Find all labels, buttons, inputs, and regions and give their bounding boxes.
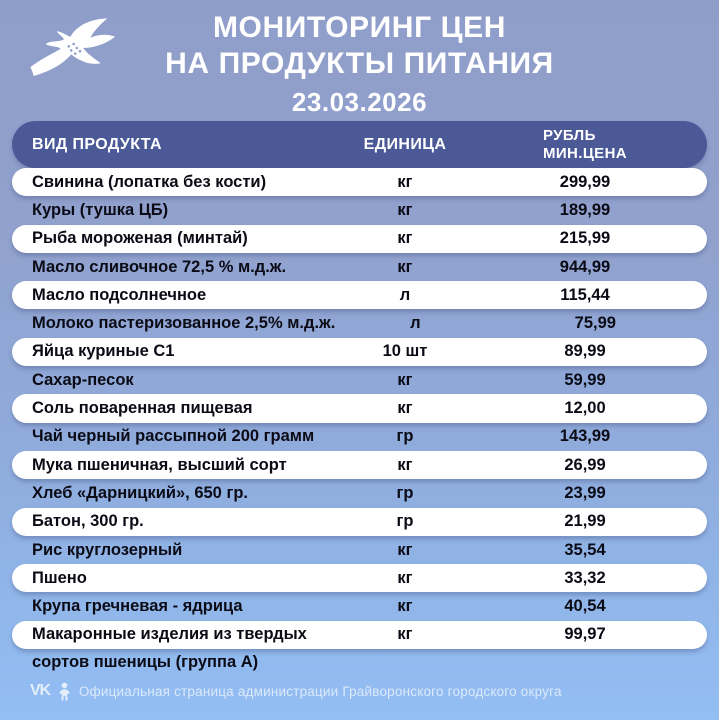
price-value: 89,99 bbox=[564, 342, 606, 361]
price-value: 299,99 bbox=[559, 172, 611, 191]
product-name: Масло сливочное 72,5 % м.д.ж. bbox=[32, 257, 287, 276]
unit-value: гр bbox=[396, 512, 414, 531]
price-value: 189,99 bbox=[559, 200, 611, 219]
price-table: ВИД ПРОДУКТА ЕДИНИЦА РУБЛЬ МИН.ЦЕНА Свин… bbox=[12, 121, 707, 676]
price-value: 35,54 bbox=[564, 540, 606, 559]
unit-value: л bbox=[410, 314, 421, 333]
table-body: Свинина (лопатка без кости) кг 299,99 Ку… bbox=[12, 168, 707, 676]
column-header-unit: ЕДИНИЦА bbox=[363, 135, 447, 153]
price-value: 115,44 bbox=[560, 285, 610, 304]
table-row: Хлеб «Дарницкий», 650 гр. гр 23,99 bbox=[12, 479, 707, 507]
header: МОНИТОРИНГ ЦЕН НА ПРОДУКТЫ ПИТАНИЯ 23.03… bbox=[0, 10, 719, 117]
product-name: Хлеб «Дарницкий», 650 гр. bbox=[32, 483, 248, 502]
page-title-line2: НА ПРОДУКТЫ ПИТАНИЯ bbox=[165, 47, 554, 80]
unit-value: гр bbox=[396, 427, 414, 446]
product-name: Рыба мороженая (минтай) bbox=[32, 229, 248, 248]
unit-value: кг bbox=[397, 540, 413, 559]
table-row: Яйца куриные С1 10 шт 89,99 bbox=[12, 337, 707, 367]
price-value: 944,99 bbox=[559, 257, 611, 276]
bird-logo-icon bbox=[30, 18, 116, 76]
column-header-price-line2: МИН.ЦЕНА bbox=[542, 144, 628, 162]
product-name: Батон, 300 гр. bbox=[32, 512, 144, 531]
price-value: 59,99 bbox=[564, 370, 606, 389]
vk-icon: VK bbox=[30, 682, 51, 699]
price-value: 99,97 bbox=[564, 625, 606, 644]
table-row: Куры (тушка ЦБ) кг 189,99 bbox=[12, 196, 707, 224]
ok-icon bbox=[58, 682, 71, 701]
unit-value: кг bbox=[397, 399, 413, 418]
table-row: Макаронные изделия из твердых кг 99,97 bbox=[12, 620, 707, 650]
unit-value: кг bbox=[397, 257, 413, 276]
table-row: Пшено кг 33,32 bbox=[12, 564, 707, 593]
unit-value: кг bbox=[397, 568, 413, 587]
unit-value: л bbox=[399, 285, 411, 304]
price-value: 40,54 bbox=[564, 597, 606, 616]
unit-value: кг bbox=[397, 200, 413, 219]
table-row: Батон, 300 гр. гр 21,99 bbox=[12, 507, 707, 536]
table-row: Сахар-песок кг 59,99 bbox=[12, 366, 707, 394]
table-header: ВИД ПРОДУКТА ЕДИНИЦА РУБЛЬ МИН.ЦЕНА bbox=[12, 121, 707, 168]
column-header-product: ВИД ПРОДУКТА bbox=[32, 135, 162, 153]
page-title-line1: МОНИТОРИНГ ЦЕН bbox=[212, 11, 507, 44]
table-row: Рис круглозерный кг 35,54 bbox=[12, 536, 707, 564]
price-value: 215,99 bbox=[559, 229, 611, 248]
price-value: 23,99 bbox=[564, 483, 606, 502]
table-row: Молоко пастеризованное 2,5% м.д.ж. л 75,… bbox=[12, 309, 707, 337]
unit-value: кг bbox=[397, 370, 413, 389]
product-name: Мука пшеничная, высший сорт bbox=[32, 455, 287, 474]
unit-value: кг bbox=[397, 455, 413, 474]
product-name-continuation: сортов пшеницы (группа А) bbox=[32, 653, 259, 672]
product-name: Куры (тушка ЦБ) bbox=[32, 200, 169, 219]
product-name: Рис круглозерный bbox=[32, 540, 183, 559]
product-name: Чай черный рассыпной 200 грамм bbox=[32, 427, 315, 446]
unit-value: кг bbox=[397, 625, 413, 644]
product-name: Масло подсолнечное bbox=[32, 285, 207, 304]
table-row: Мука пшеничная, высший сорт кг 26,99 bbox=[12, 450, 707, 480]
column-header-price: РУБЛЬ МИН.ЦЕНА bbox=[485, 127, 685, 163]
table-row: Масло сливочное 72,5 % м.д.ж. кг 944,99 bbox=[12, 253, 707, 281]
unit-value: кг bbox=[397, 229, 413, 248]
price-value: 143,99 bbox=[559, 427, 611, 446]
price-value: 21,99 bbox=[564, 512, 606, 531]
price-value: 26,99 bbox=[564, 455, 606, 474]
product-name: Пшено bbox=[32, 568, 87, 587]
table-row: Свинина (лопатка без кости) кг 299,99 bbox=[12, 168, 707, 197]
price-value: 12,00 bbox=[564, 399, 606, 418]
product-name: Соль поваренная пищевая bbox=[32, 399, 253, 418]
table-row: Крупа гречневая - ядрица кг 40,54 bbox=[12, 592, 707, 620]
table-row: Масло подсолнечное л 115,44 bbox=[12, 281, 707, 310]
product-name: Макаронные изделия из твердых bbox=[32, 625, 307, 644]
product-name: Молоко пастеризованное 2,5% м.д.ж. bbox=[32, 314, 336, 333]
unit-value: гр bbox=[396, 483, 414, 502]
table-row: Рыба мороженая (минтай) кг 215,99 bbox=[12, 224, 707, 253]
unit-value: кг bbox=[397, 597, 413, 616]
table-row: Чай черный рассыпной 200 грамм гр 143,99 bbox=[12, 423, 707, 451]
product-name: Яйца куриные С1 bbox=[32, 342, 175, 361]
price-value: 33,32 bbox=[564, 568, 606, 587]
date: 23.03.2026 bbox=[291, 87, 428, 117]
product-name: Крупа гречневая - ядрица bbox=[32, 597, 243, 616]
price-value: 75,99 bbox=[574, 314, 616, 333]
column-header-price-line1: РУБЛЬ bbox=[542, 126, 596, 144]
product-name: Свинина (лопатка без кости) bbox=[32, 172, 267, 191]
unit-value: 10 шт bbox=[382, 342, 428, 361]
unit-value: кг bbox=[397, 172, 413, 191]
table-row: Соль поваренная пищевая кг 12,00 bbox=[12, 394, 707, 423]
footer-text: Официальная страница администрации Грайв… bbox=[78, 683, 562, 699]
footer: VK Официальная страница администрации Гр… bbox=[30, 679, 562, 703]
product-name: Сахар-песок bbox=[32, 370, 134, 389]
